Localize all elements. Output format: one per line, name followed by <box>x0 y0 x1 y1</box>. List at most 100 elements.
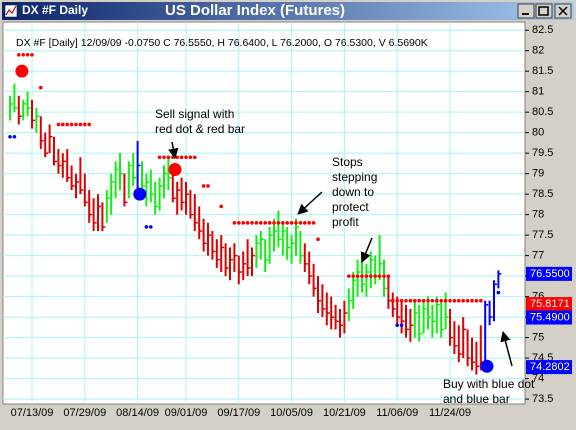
stop-dot <box>232 221 237 225</box>
y-tick-label: 80.5 <box>532 106 553 118</box>
arrow <box>168 141 179 160</box>
stop-dot <box>382 274 386 278</box>
stop-dot <box>435 298 439 303</box>
signal-dot <box>168 163 182 177</box>
stop-dot <box>276 221 281 225</box>
stop-dot <box>457 298 461 303</box>
info-line: DX #F [Daily] 12/09/09 -0.0750 C 76.5550… <box>16 37 428 49</box>
maximize-icon <box>538 6 549 16</box>
stop-dot <box>307 221 312 225</box>
stop-dot <box>162 155 166 160</box>
stop-dot <box>395 323 400 328</box>
stop-dot <box>12 134 17 139</box>
stop-dot <box>443 298 448 303</box>
stop-dot <box>439 298 444 303</box>
stop-dot <box>448 298 452 303</box>
window-icon-graph <box>5 5 17 16</box>
stop-dot <box>61 122 65 127</box>
stop-dot <box>347 274 351 278</box>
stop-dot <box>360 274 364 278</box>
stop-dot <box>421 298 426 303</box>
price-label: 76.5500 <box>530 268 570 280</box>
y-tick-label: 77.5 <box>532 229 553 241</box>
annotation: Stops <box>332 155 363 169</box>
stop-dot <box>87 122 91 127</box>
title-bar <box>2 2 574 20</box>
annotation: down to <box>332 185 374 199</box>
stop-dot <box>25 52 30 57</box>
stop-dot <box>474 298 479 303</box>
stop-dot <box>263 221 268 225</box>
price-label-box <box>526 310 572 325</box>
minimize-button[interactable] <box>517 3 535 19</box>
arrow <box>500 330 513 367</box>
price-label: 75.8171 <box>530 298 570 310</box>
signal-dot <box>133 187 147 201</box>
stop-dot <box>157 155 162 160</box>
stop-dot <box>188 155 193 160</box>
stop-dot <box>175 155 179 160</box>
stop-dot <box>144 225 149 229</box>
x-tick-label: 09/01/09 <box>165 407 208 419</box>
annotation: and blue bar <box>443 392 510 406</box>
price-label-box <box>526 266 572 281</box>
stop-dot <box>281 221 285 225</box>
stop-dot <box>83 122 87 127</box>
stop-dot <box>39 85 43 90</box>
close-icon <box>558 6 568 16</box>
annotation: Buy with blue dot <box>443 377 535 391</box>
stop-dot <box>245 221 250 225</box>
stop-dot <box>8 134 12 139</box>
stop-dot <box>351 274 356 278</box>
stop-dot <box>78 122 83 127</box>
y-tick-label: 81.5 <box>532 65 553 77</box>
stop-dot <box>241 221 245 225</box>
stop-dot <box>237 221 241 225</box>
y-tick-label: 81 <box>532 86 544 98</box>
stop-dot <box>166 155 171 160</box>
y-tick-label: 79 <box>532 168 544 180</box>
y-tick-label: 77 <box>532 250 544 262</box>
stop-dot <box>219 204 223 209</box>
stop-dot <box>294 221 298 225</box>
stop-dot <box>69 122 74 127</box>
stop-dot <box>355 274 360 278</box>
stop-dot <box>206 184 210 188</box>
stop-dot <box>17 52 21 57</box>
stop-dot <box>496 290 501 295</box>
window-buttons <box>517 3 572 19</box>
stop-dot <box>364 274 369 278</box>
stop-dot <box>413 298 417 303</box>
stop-dot <box>149 225 153 229</box>
y-tick-label: 78 <box>532 209 544 221</box>
signal-dot <box>480 359 494 373</box>
stop-dot <box>386 274 391 278</box>
x-tick-label: 07/29/09 <box>63 407 106 419</box>
y-tick-label: 73.5 <box>532 393 553 405</box>
y-tick-label: 78.5 <box>532 188 553 200</box>
annotation: red dot & red bar <box>155 122 245 136</box>
stop-dot <box>272 221 276 225</box>
annotation: stepping <box>332 170 377 184</box>
stop-dot <box>479 298 483 303</box>
stop-dot <box>399 298 404 303</box>
stop-dot <box>391 298 395 303</box>
price-label: 74.2802 <box>530 361 570 373</box>
arrow <box>360 237 373 263</box>
stop-dot <box>373 274 378 278</box>
y-tick-label: 82.5 <box>532 24 553 36</box>
stop-dot <box>399 323 404 328</box>
stop-dot <box>56 122 61 127</box>
stop-dot <box>316 237 320 242</box>
y-tick-label: 79.5 <box>532 147 553 159</box>
stop-dot <box>465 298 470 303</box>
stop-dot <box>193 155 197 160</box>
plot-area <box>2 21 526 405</box>
x-tick-label: 07/13/09 <box>11 407 54 419</box>
price-label-box <box>526 360 572 375</box>
stop-dot <box>21 52 26 57</box>
signal-dot <box>15 64 29 78</box>
